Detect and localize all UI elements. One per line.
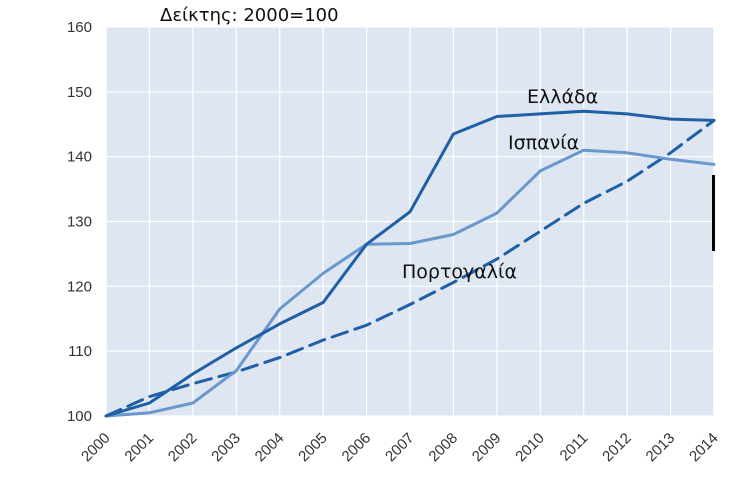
x-tick-label: 2007: [382, 430, 418, 466]
series-line-greece: [104, 109, 716, 418]
series-label-greece: Ελλάδα: [527, 86, 598, 108]
right-edge-marker: [712, 175, 715, 251]
x-tick-label: 2013: [643, 430, 679, 466]
x-tick-label: 2001: [121, 430, 157, 466]
x-tick-label: 2012: [599, 430, 635, 466]
chart-title: Δείκτης: 2000=100: [160, 5, 339, 26]
x-tick-label: 2004: [252, 430, 288, 466]
y-tick-label: 140: [67, 149, 92, 166]
x-tick-label: 2008: [425, 430, 461, 466]
x-tick-label: 2011: [557, 430, 592, 465]
x-tick-label: 2010: [512, 430, 548, 466]
series-line-portugal: [104, 118, 716, 418]
series-line-spain: [104, 148, 716, 418]
y-tick-label: 130: [67, 214, 92, 231]
x-tick-label: 2006: [339, 430, 375, 466]
y-tick-label: 160: [67, 19, 92, 36]
x-tick-label: 2009: [469, 430, 505, 466]
series-label-portugal: Πορτογαλία: [402, 261, 517, 283]
x-axis-ticks: 2000 2001 2002 2003 2004 2005 2006 2007 2008 2009…: [78, 430, 722, 466]
x-tick-label: 2002: [165, 430, 201, 466]
x-tick-label: 2003: [208, 430, 244, 466]
series-label-spain: Ισπανία: [508, 132, 579, 154]
x-tick-label: 2005: [295, 430, 331, 466]
x-tick-label: 2014: [686, 430, 722, 466]
x-tick-label: 2000: [78, 430, 114, 466]
y-axis-ticks: 100 110 120 130 140 150 160: [67, 19, 92, 425]
y-tick-label: 150: [67, 84, 92, 101]
y-tick-label: 100: [67, 408, 92, 425]
y-tick-label: 120: [67, 278, 92, 295]
y-tick-label: 110: [68, 343, 92, 360]
series-lines: [104, 109, 716, 418]
